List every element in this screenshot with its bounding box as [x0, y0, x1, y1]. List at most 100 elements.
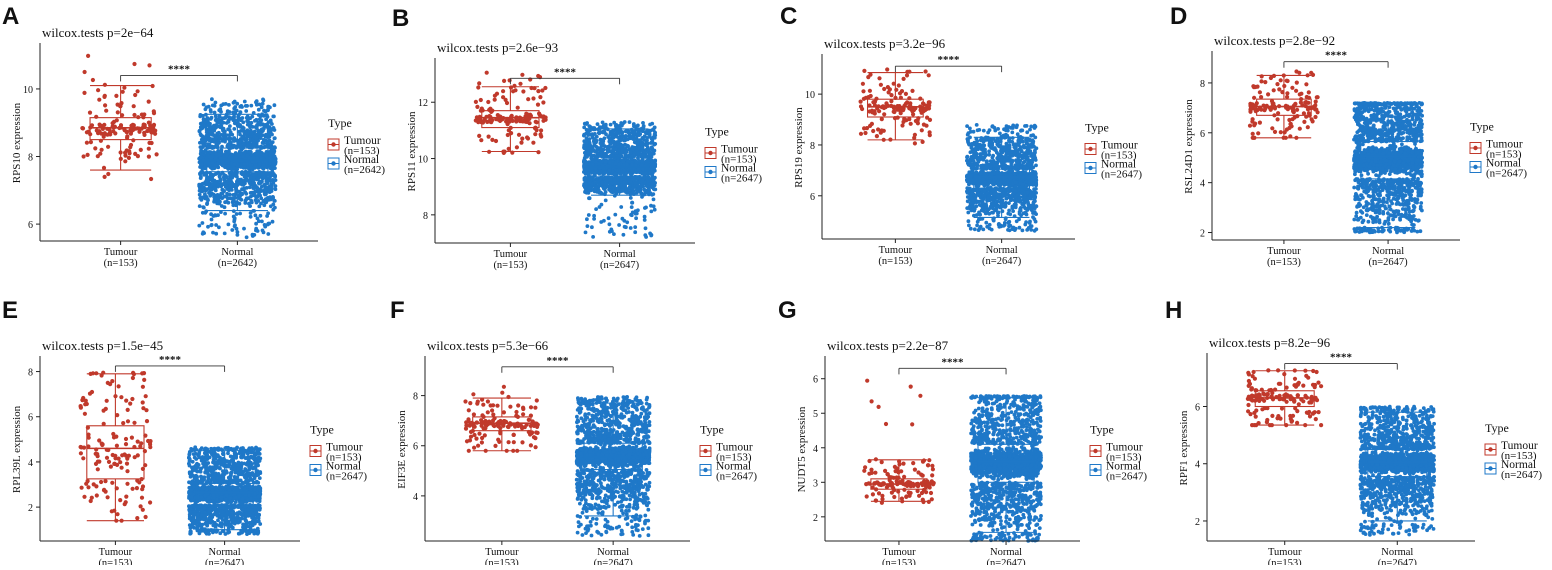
data-point: [613, 190, 617, 194]
data-point: [147, 155, 151, 159]
data-point: [129, 132, 133, 136]
data-point: [119, 123, 123, 127]
data-point: [902, 77, 906, 81]
data-point: [880, 117, 884, 121]
data-point: [596, 151, 600, 155]
data-point: [155, 152, 159, 156]
data-point: [261, 229, 265, 233]
data-point: [648, 133, 652, 137]
data-point: [608, 185, 612, 189]
data-point: [230, 153, 234, 157]
data-point: [219, 104, 223, 108]
data-point: [111, 129, 115, 133]
data-point: [643, 188, 647, 192]
data-point: [143, 123, 147, 127]
data-point: [116, 110, 120, 114]
y-tick-label: 12: [418, 98, 428, 109]
data-point: [596, 122, 600, 126]
data-point: [212, 193, 216, 197]
data-point: [506, 133, 510, 137]
data-point: [475, 105, 479, 109]
data-point: [242, 227, 246, 231]
legend-key-dot: [331, 142, 335, 146]
data-point: [633, 225, 637, 229]
data-point: [541, 119, 545, 123]
data-point: [214, 101, 218, 105]
data-point: [224, 102, 228, 106]
data-point: [269, 127, 273, 131]
data-point: [896, 116, 900, 120]
data-point: [200, 163, 204, 167]
data-point: [255, 123, 259, 127]
data-point: [259, 118, 263, 122]
data-point: [254, 136, 258, 140]
data-point: [261, 98, 265, 102]
data-point: [591, 134, 595, 138]
data-point: [536, 150, 540, 154]
data-point: [602, 219, 606, 223]
data-point: [651, 152, 655, 156]
data-point: [640, 146, 644, 150]
data-point: [631, 137, 635, 141]
data-point: [132, 104, 136, 108]
data-point: [613, 178, 617, 182]
data-point: [268, 156, 272, 160]
data-point: [238, 212, 242, 216]
data-point: [646, 191, 650, 195]
data-point: [513, 88, 517, 92]
data-point: [592, 214, 596, 218]
data-point: [206, 119, 210, 123]
data-point: [232, 136, 236, 140]
data-point: [861, 82, 865, 86]
data-point: [605, 148, 609, 152]
data-point: [586, 224, 590, 228]
data-point: [486, 100, 490, 104]
data-point: [257, 219, 261, 223]
data-point: [601, 121, 605, 125]
data-point: [249, 211, 253, 215]
data-point: [199, 149, 203, 153]
data-point: [271, 115, 275, 119]
x-tick-count: (n=2642): [218, 258, 258, 269]
data-point: [103, 83, 107, 87]
data-point: [607, 216, 611, 220]
data-point: [91, 78, 95, 82]
data-point: [474, 100, 478, 104]
data-point: [541, 100, 545, 104]
data-point: [588, 186, 592, 190]
data-point: [127, 156, 131, 160]
data-point: [222, 116, 226, 120]
data-point: [608, 222, 612, 226]
data-point: [900, 123, 904, 127]
data-point: [611, 130, 615, 134]
data-point: [622, 139, 626, 143]
data-point: [269, 119, 273, 123]
data-point: [487, 108, 491, 112]
data-point: [218, 107, 222, 111]
data-point: [652, 164, 656, 168]
data-point: [268, 139, 272, 143]
data-point: [274, 184, 278, 188]
data-point: [599, 141, 603, 145]
data-point: [258, 103, 262, 107]
data-point: [240, 182, 244, 186]
data-point: [136, 89, 140, 93]
data-point: [876, 127, 880, 131]
data-point: [253, 119, 257, 123]
data-point: [598, 191, 602, 195]
x-tick-count: (n=2647): [600, 260, 640, 271]
data-point: [81, 126, 85, 130]
data-point: [208, 126, 212, 130]
data-point: [254, 213, 258, 217]
y-tick-label: 8: [28, 153, 33, 164]
data-point: [629, 226, 633, 230]
data-point: [584, 231, 588, 235]
data-point: [587, 177, 591, 181]
data-point: [104, 109, 108, 113]
data-point: [905, 100, 909, 104]
data-point: [871, 129, 875, 133]
data-point: [623, 120, 627, 124]
data-point: [198, 172, 202, 176]
significance-label: ****: [554, 66, 577, 78]
data-point: [924, 69, 928, 73]
